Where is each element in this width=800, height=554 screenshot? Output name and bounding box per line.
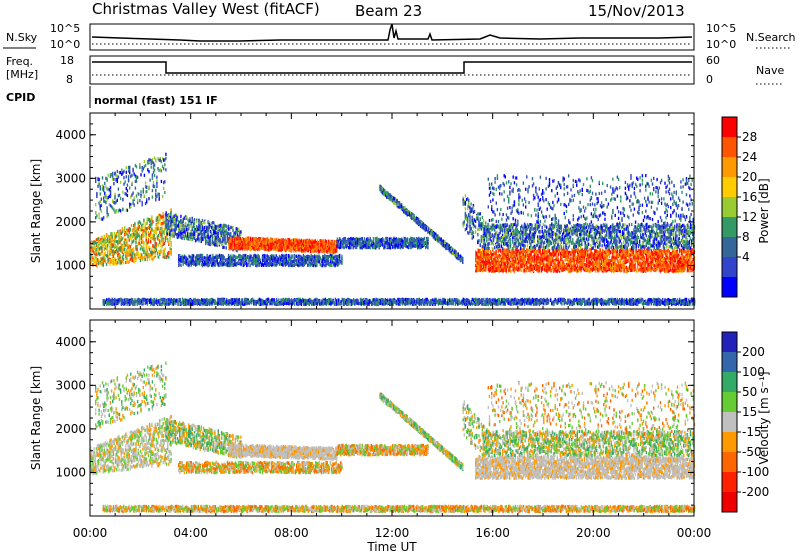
- freq-tick-top: 18: [60, 54, 74, 67]
- y-tick-label: 1000: [55, 258, 86, 272]
- beam-label: Beam 23: [355, 2, 422, 20]
- colorbar-tick-label: -200: [742, 485, 769, 499]
- colorbar-tick-label: 28: [742, 130, 757, 144]
- y-tick-label: 3000: [55, 378, 86, 392]
- power-colorbar: 28 24 20 16 12 8 4: [722, 117, 757, 298]
- noise-right-tick-bottom: 10^0: [706, 38, 736, 51]
- noise-search-label: N.Search: [746, 31, 796, 44]
- colorbar-tick-label: 8: [742, 230, 750, 244]
- power-ylabel: Slant Range [km]: [29, 159, 43, 263]
- nave-label: Nave: [756, 64, 784, 77]
- noise-left-tick-top: 10^5: [50, 22, 80, 35]
- colorbar-swatch: [722, 257, 737, 278]
- colorbar-swatch: [722, 332, 737, 353]
- power-colorbar-label: Power [dB]: [757, 178, 771, 243]
- y-tick-label: 1000: [55, 465, 86, 479]
- colorbar-tick-label: 50: [742, 385, 757, 399]
- y-tick-label: 2000: [55, 422, 86, 436]
- x-tick-label: 12:00: [375, 526, 410, 540]
- x-tick-label: 00:00: [677, 526, 712, 540]
- colorbar-swatch: [722, 412, 737, 433]
- colorbar-tick-label: 24: [742, 150, 757, 164]
- date-label: 15/Nov/2013: [588, 2, 685, 20]
- noise-left-tick-bottom: 10^0: [50, 38, 80, 51]
- colorbar-tick-label: 16: [742, 190, 757, 204]
- velocity-ylabel: Slant Range [km]: [29, 366, 43, 470]
- power-panel: 1000 2000 3000 4000 Slant Range [km] 28 24 20…: [29, 113, 771, 309]
- freq-label: Freq.: [6, 55, 33, 68]
- freq-tick-bottom: 8: [66, 73, 73, 86]
- station-title: Christmas Valley West (fitACF): [92, 0, 320, 18]
- colorbar-tick-label: 4: [742, 250, 750, 264]
- colorbar-swatch: [722, 277, 737, 298]
- colorbar-swatch: [722, 472, 737, 493]
- radar-summary-plot: Christmas Valley West (fitACF) Beam 23 1…: [0, 0, 800, 554]
- frequency-panel: Freq. [MHz] 18 8 60 0 Nave: [6, 54, 784, 86]
- colorbar-swatch: [722, 197, 737, 218]
- cpid-label: CPID: [6, 91, 35, 104]
- x-tick-label: 20:00: [576, 526, 611, 540]
- y-tick-label: 3000: [55, 171, 86, 185]
- cpid-panel: CPID normal (fast) 151 IF: [6, 86, 218, 108]
- colorbar-swatch: [722, 352, 737, 373]
- freq-unit-label: [MHz]: [6, 68, 38, 81]
- colorbar-swatch: [722, 432, 737, 453]
- y-tick-label: 4000: [55, 128, 86, 142]
- x-tick-label: 04:00: [173, 526, 208, 540]
- cpid-value: normal (fast) 151 IF: [94, 94, 218, 107]
- noise-panel: N.Sky 10^5 10^0 10^5 10^0 N.Search: [3, 22, 796, 51]
- time-axis-label: Time UT: [366, 540, 417, 554]
- colorbar-swatch: [722, 452, 737, 473]
- x-tick-label: 08:00: [274, 526, 309, 540]
- colorbar-tick-label: 20: [742, 170, 757, 184]
- nave-tick-top: 60: [706, 54, 720, 67]
- colorbar-swatch: [722, 372, 737, 393]
- colorbar-swatch: [722, 392, 737, 413]
- colorbar-swatch: [722, 237, 737, 258]
- colorbar-swatch: [722, 157, 737, 178]
- colorbar-tick-label: 200: [742, 345, 765, 359]
- colorbar-tick-label: 12: [742, 210, 757, 224]
- colorbar-swatch: [722, 217, 737, 238]
- x-tick-label: 00:00: [73, 526, 108, 540]
- colorbar-tick-label: -100: [742, 465, 769, 479]
- noise-sky-line: [92, 24, 692, 41]
- colorbar-swatch: [722, 137, 737, 158]
- y-tick-label: 4000: [55, 335, 86, 349]
- colorbar-swatch: [722, 177, 737, 198]
- colorbar-swatch: [722, 492, 737, 513]
- colorbar-swatch: [722, 117, 737, 138]
- y-tick-label: 2000: [55, 215, 86, 229]
- velocity-colorbar-label: Velocity [m s⁻¹]: [757, 371, 771, 464]
- nave-tick-bottom: 0: [706, 73, 713, 86]
- frequency-line: [92, 62, 692, 73]
- colorbar-tick-label: 15: [742, 405, 757, 419]
- x-tick-label: 16:00: [475, 526, 510, 540]
- noise-right-tick-top: 10^5: [706, 22, 736, 35]
- noise-sky-label: N.Sky: [6, 31, 38, 44]
